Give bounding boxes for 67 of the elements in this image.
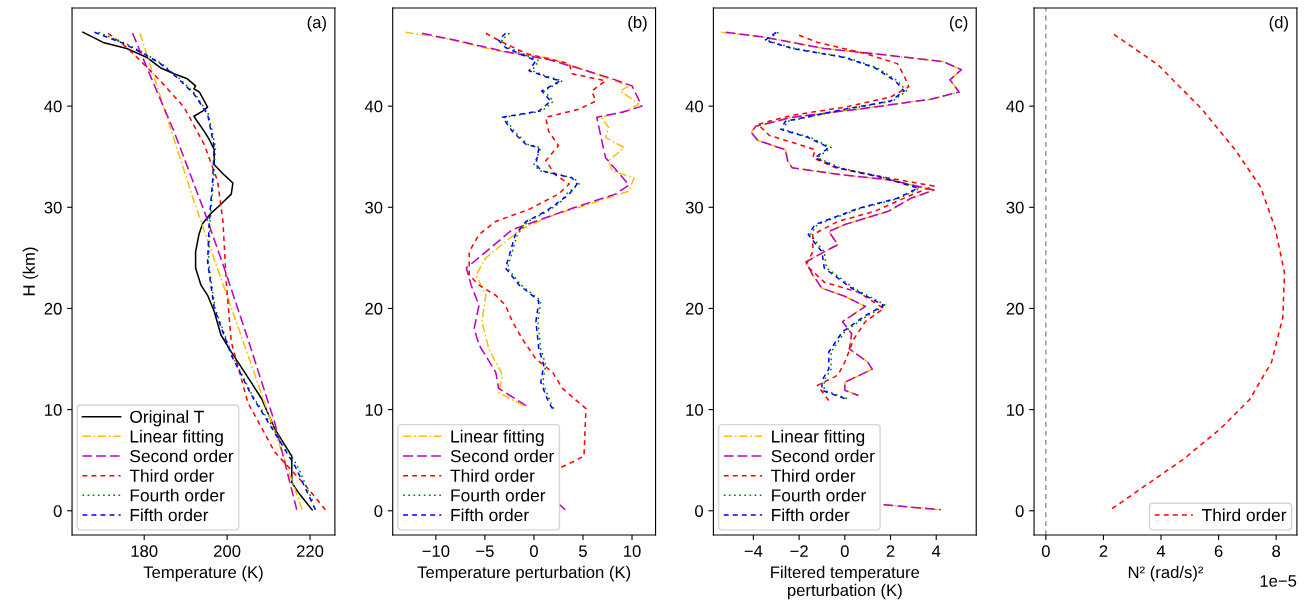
y-tick-label: 0 <box>374 505 383 517</box>
annotation: (c) <box>949 15 968 32</box>
line-series <box>404 31 640 407</box>
legend-label: Second order <box>130 449 234 463</box>
x-tick-label: 2 <box>886 545 895 557</box>
legend-label: Third order <box>129 469 214 482</box>
y-tick-label: 0 <box>53 505 62 517</box>
x-axis-title: Temperature (K) <box>143 565 263 582</box>
y-tick-label: 30 <box>685 201 704 214</box>
y-tick-label: 40 <box>44 100 62 113</box>
x-tick-label: 0 <box>840 545 849 558</box>
x-axis-title: N² (rad/s)² <box>1128 565 1204 582</box>
x-tick-label: 0 <box>529 545 538 558</box>
y-tick-label: 0 <box>695 505 704 517</box>
x-tick-label: 4 <box>931 545 941 557</box>
legend-label: Fourth order <box>130 488 225 502</box>
legend-label: Second order <box>771 449 875 463</box>
x-tick-label: 5 <box>579 545 587 558</box>
legend-label: Fourth order <box>451 488 546 502</box>
x-tick-label: 10 <box>624 545 641 558</box>
y-axis-title: H (km) <box>22 247 39 296</box>
legend-label: Third order <box>450 469 535 482</box>
annotation: (b) <box>628 15 647 32</box>
annotation: (a) <box>307 15 326 32</box>
y-tick-label: 30 <box>365 201 383 214</box>
legend-label: Linear fitting <box>772 429 865 447</box>
x-tick-label: −5 <box>476 545 494 558</box>
x-tick-label: 4 <box>1156 545 1166 557</box>
legend-label: Linear fitting <box>130 429 223 447</box>
x-axis-title: Filtered temperature perturbation (K) <box>771 565 920 600</box>
x-axis-title: Temperature perturbation (K) <box>417 565 631 582</box>
y-tick-label: 20 <box>685 302 704 315</box>
y-tick-label: 0 <box>1015 505 1024 517</box>
x-tick-label: 200 <box>214 545 241 558</box>
y-tick-label: 30 <box>44 201 62 214</box>
x-tick-label: 180 <box>131 545 158 558</box>
legend-label: Fifth order <box>451 508 529 522</box>
x-tick-label: 2 <box>1099 545 1108 557</box>
x-tick-label: 220 <box>296 545 324 558</box>
legend-label: Fifth order <box>772 508 850 522</box>
y-tick-label: 10 <box>686 404 704 416</box>
x-tick-label: −10 <box>422 545 450 558</box>
y-tick-label: 40 <box>1006 100 1024 113</box>
y-tick-label: 20 <box>44 302 62 315</box>
x-tick-label: 6 <box>1214 545 1223 558</box>
y-tick-label: 20 <box>1006 302 1024 315</box>
legend-label: Linear fitting <box>451 429 544 447</box>
x-tick-label: −4 <box>744 545 763 557</box>
line-series <box>1111 33 1286 510</box>
y-tick-label: 10 <box>45 404 62 416</box>
legend-label: Original T <box>130 410 204 427</box>
legend-label: Third order <box>1201 508 1287 522</box>
legend-label: Fifth order <box>130 508 209 522</box>
y-tick-label: 10 <box>365 404 383 416</box>
x-tick-label: 8 <box>1272 545 1281 558</box>
legend-label: Fourth order <box>772 488 866 502</box>
y-tick-label: 30 <box>1006 201 1024 214</box>
x-tick-label: −2 <box>790 545 808 557</box>
y-tick-label: 10 <box>1007 404 1024 416</box>
y-tick-label: 40 <box>364 100 383 113</box>
y-tick-label: 20 <box>365 302 383 315</box>
legend-label: Second order <box>450 449 554 463</box>
annotation: (d) <box>1269 15 1288 32</box>
y-tick-label: 40 <box>685 100 704 113</box>
legend-label: Third order <box>771 469 856 482</box>
text: 1e−5 <box>1260 575 1297 587</box>
x-tick-label: 0 <box>1041 545 1050 558</box>
